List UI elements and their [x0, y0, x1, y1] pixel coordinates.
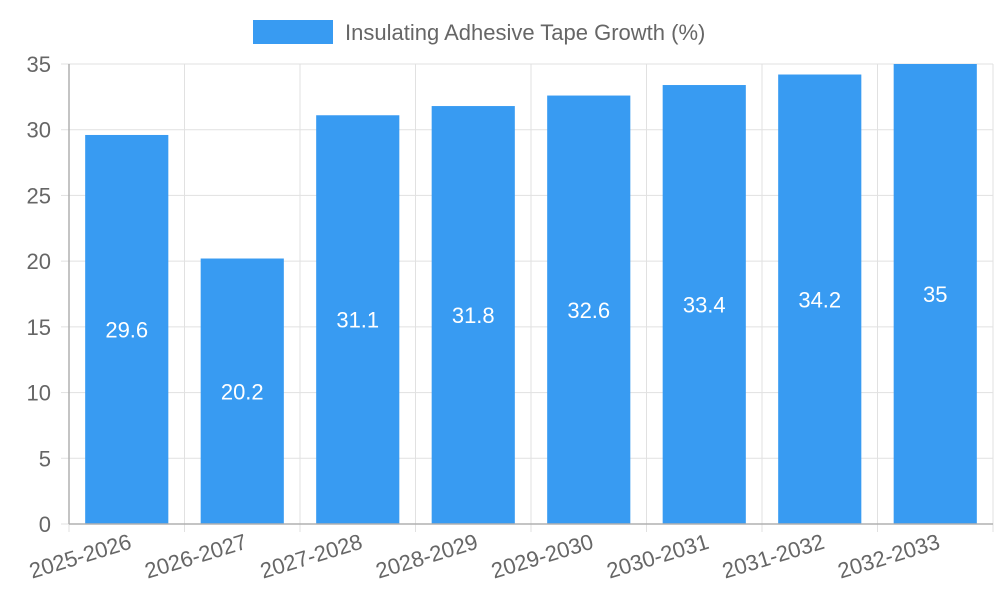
bar-2029-2030[interactable]	[547, 95, 631, 525]
legend-label: Insulating Adhesive Tape Growth (%)	[345, 20, 705, 45]
y-tick-label: 15	[27, 315, 51, 340]
data-label: 33.4	[683, 293, 726, 318]
bar-2028-2029[interactable]	[431, 106, 515, 525]
y-tick-label: 20	[27, 249, 51, 274]
y-tick-label: 35	[27, 52, 51, 77]
data-label: 32.6	[567, 298, 610, 323]
y-axis-ticks: 0 5 10 15 20 25 30 35	[27, 52, 51, 537]
x-tick-label: 2031-2032	[719, 529, 827, 584]
data-label: 34.2	[798, 287, 841, 312]
x-tick-label: 2027-2028	[257, 529, 365, 584]
axes	[68, 64, 993, 525]
data-label: 35	[923, 282, 947, 307]
bar-2026-2027[interactable]	[200, 258, 284, 524]
y-tick-label: 0	[39, 512, 51, 537]
x-tick-label: 2028-2029	[373, 529, 481, 584]
bars	[85, 64, 977, 525]
bar-2032-2033[interactable]	[893, 64, 977, 524]
bar-2031-2032[interactable]	[778, 74, 862, 524]
data-labels: 29.6 20.2 31.1 31.8 32.6 33.4 34.2 35	[105, 282, 947, 404]
data-label: 31.1	[336, 308, 379, 333]
bar-2030-2031[interactable]	[662, 85, 746, 525]
x-tick-label: 2029-2030	[488, 529, 596, 584]
x-tick-label: 2032-2033	[835, 529, 943, 584]
x-tick-label: 2025-2026	[26, 529, 134, 584]
y-tick-label: 10	[27, 381, 51, 406]
x-tick-label: 2026-2027	[142, 529, 250, 584]
bar-2025-2026[interactable]	[85, 134, 169, 524]
data-label: 29.6	[105, 317, 148, 342]
y-tick-label: 25	[27, 183, 51, 208]
data-label: 31.8	[452, 303, 495, 328]
legend-swatch	[253, 20, 333, 44]
x-axis-ticks: 2025-2026 2026-2027 2027-2028 2028-2029 2029…	[26, 529, 942, 584]
data-label: 20.2	[221, 379, 264, 404]
x-tick-label: 2030-2031	[604, 529, 712, 584]
legend[interactable]: Insulating Adhesive Tape Growth (%)	[253, 20, 705, 45]
y-tick-label: 5	[39, 446, 51, 471]
y-tick-label: 30	[27, 118, 51, 143]
bar-2027-2028[interactable]	[316, 115, 400, 524]
